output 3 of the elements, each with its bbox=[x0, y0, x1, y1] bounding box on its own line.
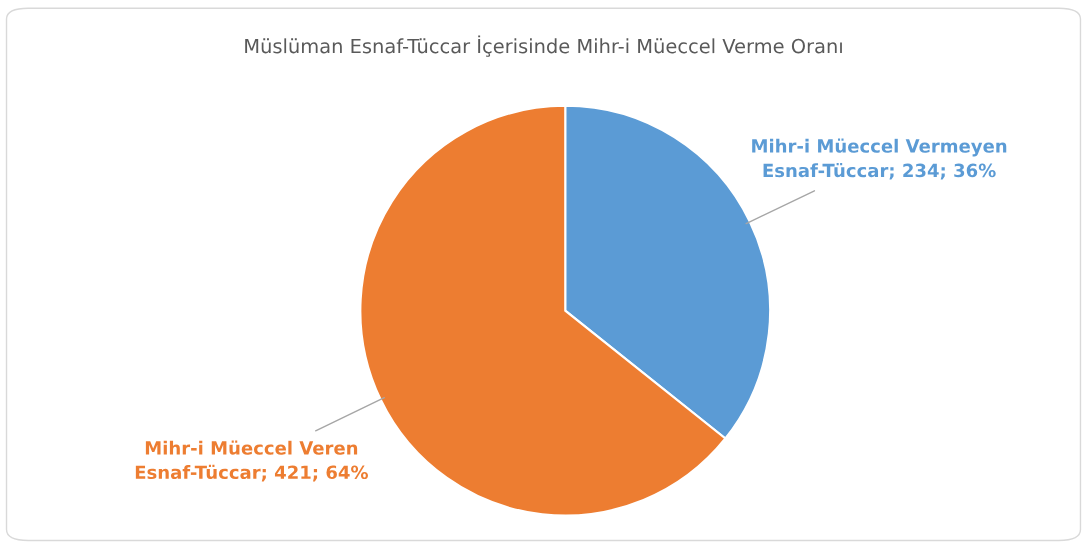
slice-label: Mihr-i Müeccel Veren Esnaf-Tüccar; 421; 64% bbox=[135, 440, 368, 482]
chart-title: Müslüman Esnaf-Tüccar İçerisinde Mihr-i Müeccel Verme Oranı bbox=[245, 35, 842, 57]
slice-label: Mihr-i Müeccel Vermeyen Esnaf-Tüccar; 234; 36% bbox=[752, 138, 1007, 180]
